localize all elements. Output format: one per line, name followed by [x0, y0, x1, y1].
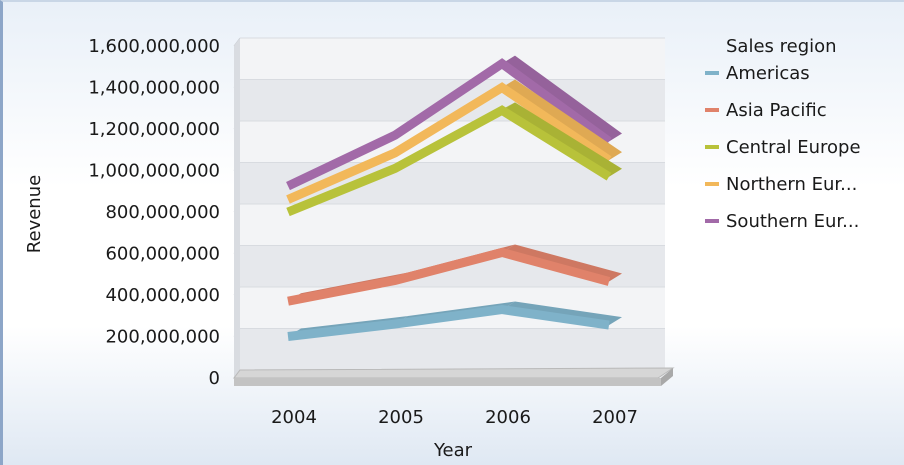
series-line	[286, 58, 612, 191]
x-tick-label: 2007	[592, 407, 638, 428]
y-tick-label: 200,000,000	[105, 327, 220, 348]
legend-item[interactable]: Central Europe	[705, 137, 861, 158]
x-tick-label: 2004	[271, 407, 317, 428]
y-axis-title: Revenue	[24, 175, 45, 253]
series-ribbon-top	[502, 102, 622, 177]
legend-swatch	[705, 182, 719, 186]
series-northern-eur	[286, 79, 622, 204]
series-southern-eur	[286, 55, 622, 191]
x-tick-label: 2006	[485, 407, 531, 428]
y-tick-label: 1,400,000,000	[88, 78, 220, 99]
series-americas	[287, 301, 622, 341]
legend-swatch	[705, 219, 719, 223]
plot-floor	[233, 367, 675, 386]
legend-title: Sales region	[726, 36, 837, 57]
legend-item[interactable]: Northern Eur...	[705, 174, 857, 195]
series-line	[287, 247, 611, 306]
series-line	[286, 105, 612, 217]
y-tick-label: 1,600,000,000	[88, 36, 220, 57]
floor-side	[661, 368, 673, 386]
y-tick-label: 600,000,000	[105, 244, 220, 265]
legend-label: Northern Eur...	[726, 174, 857, 195]
floor-front	[234, 378, 661, 386]
y-tick-label: 400,000,000	[105, 285, 220, 306]
legend[interactable]: Sales region Americas Asia Pacific Central…	[705, 36, 861, 232]
legend-label: Asia Pacific	[726, 100, 827, 121]
legend-item[interactable]: Asia Pacific	[705, 100, 827, 121]
legend-label: Central Europe	[726, 137, 861, 158]
side-wall	[234, 38, 240, 378]
y-tick-label: 1,200,000,000	[88, 119, 220, 140]
series-ribbon-top	[502, 55, 622, 142]
x-tick-label: 2005	[378, 407, 424, 428]
legend-item[interactable]: Americas	[705, 63, 810, 84]
x-axis-title: Year	[433, 440, 473, 461]
grid-band	[240, 204, 665, 246]
y-tick-label: 1,000,000,000	[88, 161, 220, 182]
legend-label: Americas	[726, 63, 810, 84]
series-line	[286, 82, 612, 204]
series-asia-pacific	[287, 244, 622, 306]
legend-label: Southern Eur...	[726, 211, 859, 232]
x-axis-ticks: 2004 2005 2006 2007	[271, 407, 638, 428]
grid-band	[240, 38, 665, 80]
series-lines	[286, 55, 622, 341]
legend-item[interactable]: Southern Eur...	[705, 211, 859, 232]
legend-swatch	[705, 108, 719, 112]
legend-swatch	[705, 71, 719, 75]
y-tick-label: 800,000,000	[105, 202, 220, 223]
y-tick-label: 0	[209, 368, 220, 389]
series-line	[287, 304, 610, 341]
y-axis-ticks: 0 200,000,000 400,000,000 600,000,000 800,00…	[88, 36, 220, 389]
legend-swatch	[705, 145, 719, 149]
series-ribbon-top	[502, 79, 622, 161]
floor-top	[233, 367, 675, 379]
series-central-europe	[286, 102, 622, 217]
